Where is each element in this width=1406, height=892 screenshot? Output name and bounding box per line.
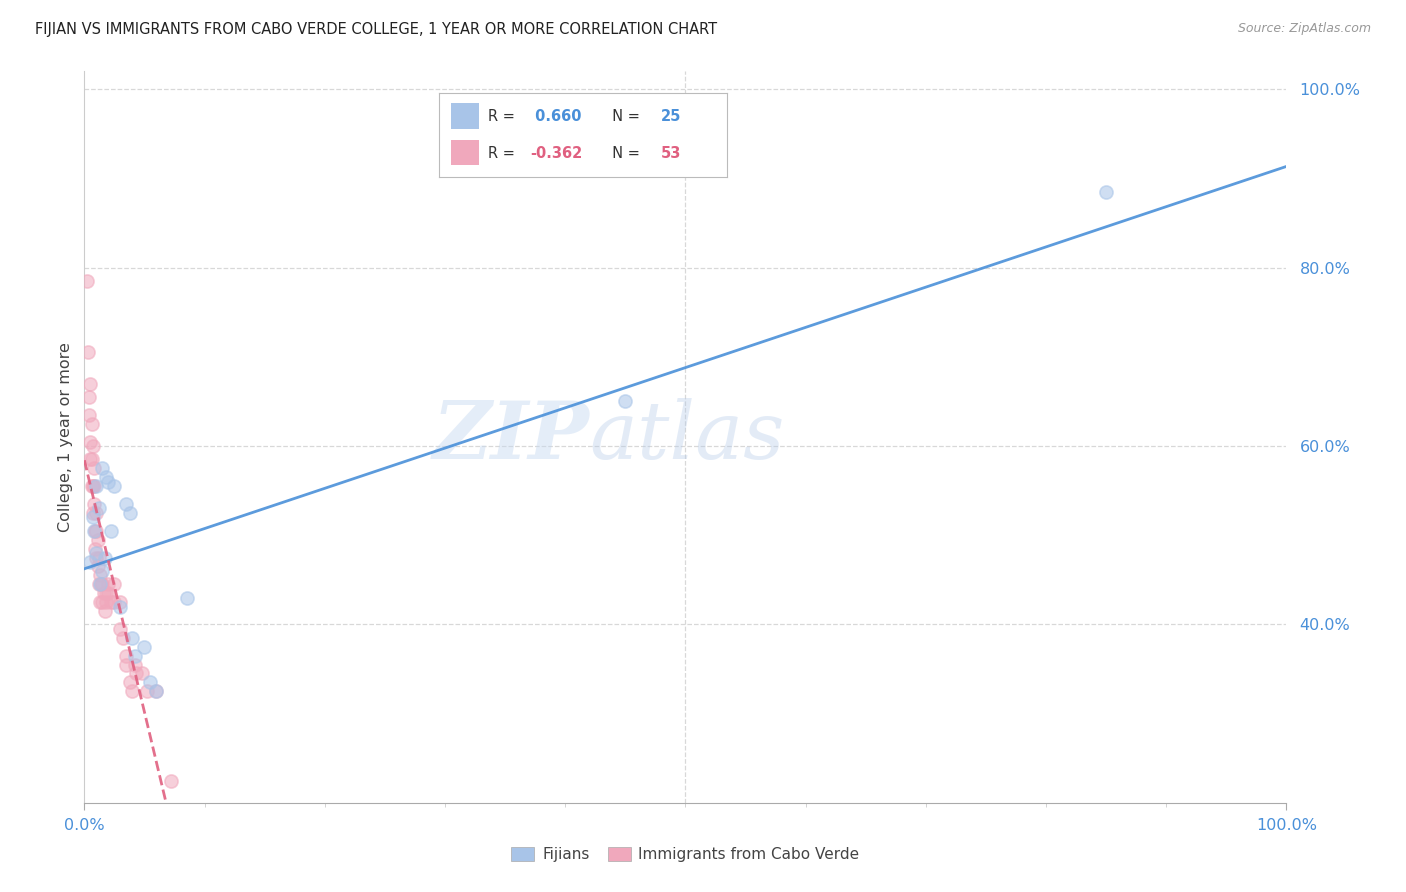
Point xyxy=(103,479,125,493)
Point xyxy=(118,675,141,690)
Point xyxy=(91,595,114,609)
Point xyxy=(115,497,138,511)
Point xyxy=(83,461,105,475)
Point xyxy=(100,595,122,609)
Point xyxy=(83,524,105,538)
Point xyxy=(614,394,637,409)
Point xyxy=(86,506,108,520)
Point xyxy=(145,684,167,698)
Point xyxy=(97,577,120,591)
Point xyxy=(86,559,108,574)
Point xyxy=(94,470,117,484)
Point xyxy=(111,631,134,645)
Point xyxy=(76,274,98,288)
Point xyxy=(93,586,115,600)
Point xyxy=(145,684,167,698)
Point xyxy=(77,390,100,404)
Point xyxy=(86,479,108,493)
Point xyxy=(89,595,111,609)
Text: atlas: atlas xyxy=(589,399,785,475)
Point xyxy=(82,506,104,520)
Point xyxy=(131,666,153,681)
Point xyxy=(94,550,117,565)
Point xyxy=(79,555,101,569)
Point xyxy=(169,809,191,823)
Point xyxy=(83,497,105,511)
Point xyxy=(79,452,101,467)
Point xyxy=(110,622,132,636)
Point xyxy=(82,510,104,524)
Point xyxy=(103,595,125,609)
Point xyxy=(90,577,112,591)
Point xyxy=(1095,185,1118,199)
Point xyxy=(97,586,120,600)
Point xyxy=(79,434,101,449)
Point xyxy=(82,439,104,453)
Point xyxy=(160,773,183,788)
Point xyxy=(84,524,107,538)
Point xyxy=(83,479,105,493)
Point xyxy=(176,591,198,605)
Point xyxy=(89,577,111,591)
Point xyxy=(134,640,156,654)
Point xyxy=(115,648,138,663)
Point xyxy=(121,684,143,698)
Point xyxy=(80,452,103,467)
Point xyxy=(82,479,104,493)
Text: Source: ZipAtlas.com: Source: ZipAtlas.com xyxy=(1237,22,1371,36)
Point xyxy=(124,648,146,663)
Text: FIJIAN VS IMMIGRANTS FROM CABO VERDE COLLEGE, 1 YEAR OR MORE CORRELATION CHART: FIJIAN VS IMMIGRANTS FROM CABO VERDE COL… xyxy=(35,22,717,37)
Point xyxy=(84,541,107,556)
Point xyxy=(118,506,141,520)
Point xyxy=(125,666,148,681)
Point xyxy=(77,345,100,359)
Point xyxy=(87,577,110,591)
Point xyxy=(94,595,117,609)
Point xyxy=(124,657,146,672)
Point xyxy=(115,657,138,672)
Point xyxy=(86,524,108,538)
Point xyxy=(121,631,143,645)
Point xyxy=(79,376,101,391)
Point xyxy=(80,417,103,431)
Point xyxy=(139,675,162,690)
Point xyxy=(87,550,110,565)
Point xyxy=(100,524,122,538)
Text: ZIP: ZIP xyxy=(433,399,589,475)
Point xyxy=(135,684,157,698)
Point xyxy=(80,479,103,493)
Point xyxy=(91,564,114,578)
Point xyxy=(103,577,125,591)
Point xyxy=(97,475,120,489)
Point xyxy=(110,595,132,609)
Point xyxy=(94,586,117,600)
Point xyxy=(86,533,108,547)
Point xyxy=(94,604,117,618)
Legend: Fijians, Immigrants from Cabo Verde: Fijians, Immigrants from Cabo Verde xyxy=(505,841,866,868)
Y-axis label: College, 1 year or more: College, 1 year or more xyxy=(58,343,73,532)
Point xyxy=(77,408,100,422)
Point xyxy=(89,568,111,582)
Point xyxy=(86,550,108,565)
Point xyxy=(91,577,114,591)
Point xyxy=(110,599,132,614)
Point xyxy=(86,546,108,560)
Point xyxy=(91,461,114,475)
Point xyxy=(87,501,110,516)
